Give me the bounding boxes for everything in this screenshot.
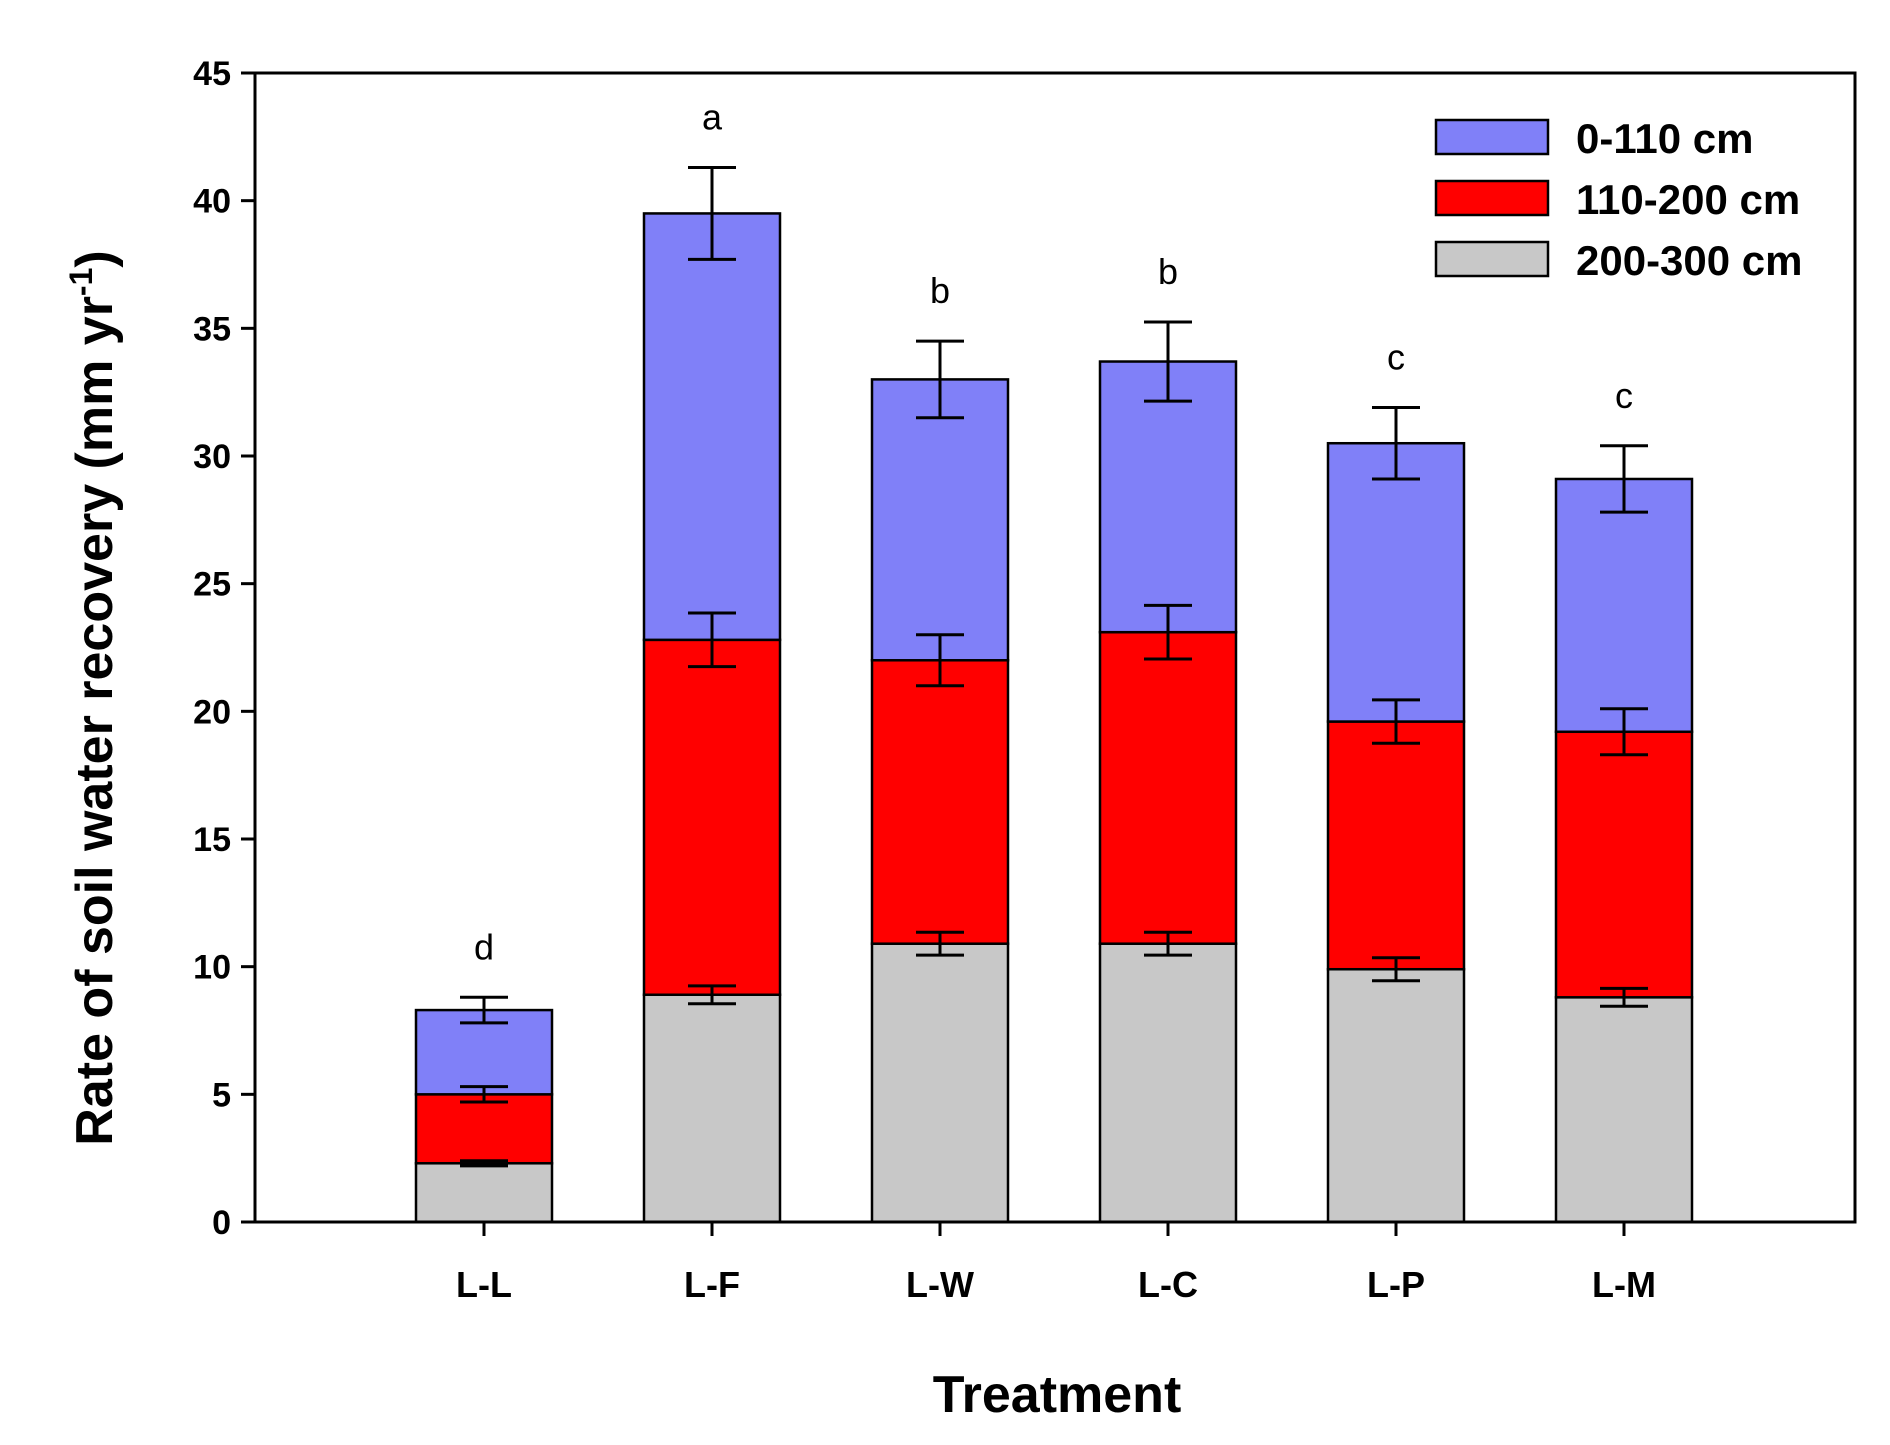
bar-l-w-110-200cm xyxy=(870,659,1010,945)
x-tick-label-l-m: L-M xyxy=(1592,1264,1656,1305)
bar-l-w-0-110cm xyxy=(870,378,1010,662)
legend-label-110-200cm: 110-200 cm xyxy=(1576,176,1800,223)
y-tick-label-0: 0 xyxy=(212,1204,231,1242)
bar-l-f-200-300cm xyxy=(642,993,782,1224)
y-axis-title-close: ) xyxy=(66,250,124,267)
y-axis-title-main: Rate of soil water recovery (mm yr xyxy=(66,296,124,1146)
y-tick-label-5: 5 xyxy=(212,1076,231,1114)
significance-letters-group: d a b b c c xyxy=(474,96,1633,967)
y-tick-label-10: 10 xyxy=(193,949,231,987)
bar-l-f-0-110cm xyxy=(642,212,782,642)
y-axis-title: Rate of soil water recovery (mm yr-1) xyxy=(63,250,124,1145)
significance-letter-l-w: b xyxy=(930,270,950,311)
legend-swatch-200-300cm xyxy=(1434,240,1550,278)
axes-group: 0 5 10 15 20 25 30 35 40 45 L-L L-F L-W L-C L-P L-M xyxy=(193,55,1857,1305)
plot-frame xyxy=(253,71,1857,1224)
bar-l-c-200-300cm xyxy=(1098,942,1238,1224)
y-tick-label-15: 15 xyxy=(193,821,231,859)
x-tick-label-l-c: L-C xyxy=(1138,1264,1198,1305)
x-tick-label-l-w: L-W xyxy=(906,1264,974,1305)
significance-letter-l-f: a xyxy=(702,96,723,137)
bar-l-c-110-200cm xyxy=(1098,630,1238,945)
x-tick-label-l-l: L-L xyxy=(456,1264,512,1305)
bar-l-l-200-300cm xyxy=(414,1162,554,1224)
bar-l-p-0-110cm xyxy=(1326,441,1466,723)
y-tick-label-45: 45 xyxy=(193,55,231,93)
bar-l-m-0-110cm xyxy=(1554,477,1694,734)
bar-l-m-200-300cm xyxy=(1554,996,1694,1224)
bar-l-c-0-110cm xyxy=(1098,360,1238,634)
significance-letter-l-p: c xyxy=(1387,336,1405,377)
legend-swatch-110-200cm xyxy=(1434,179,1550,217)
bar-l-w-200-300cm xyxy=(870,942,1010,1224)
legend: 0-110 cm 110-200 cm 200-300 cm xyxy=(1434,115,1803,284)
x-tick-label-l-f: L-F xyxy=(684,1264,740,1305)
bars-group xyxy=(414,212,1694,1224)
bar-l-m-110-200cm xyxy=(1554,730,1694,999)
significance-letter-l-c: b xyxy=(1158,251,1178,292)
legend-swatch-0-110cm xyxy=(1434,118,1550,156)
y-tick-label-25: 25 xyxy=(193,566,231,604)
y-tick-label-20: 20 xyxy=(193,693,231,731)
significance-letter-l-m: c xyxy=(1615,375,1633,416)
significance-letter-l-l: d xyxy=(474,926,494,967)
error-bars-group xyxy=(460,165,1648,1168)
y-tick-label-40: 40 xyxy=(193,183,231,221)
bar-l-p-110-200cm xyxy=(1326,720,1466,971)
bar-l-f-110-200cm xyxy=(642,638,782,997)
bar-l-l-110-200cm xyxy=(414,1093,554,1165)
x-axis-title: Treatment xyxy=(933,1366,1182,1424)
y-axis-title-superscript: -1 xyxy=(63,268,99,296)
legend-label-200-300cm: 200-300 cm xyxy=(1576,237,1803,284)
y-tick-label-30: 30 xyxy=(193,438,231,476)
x-tick-label-l-p: L-P xyxy=(1367,1264,1425,1305)
bar-l-p-200-300cm xyxy=(1326,967,1466,1224)
legend-label-0-110cm: 0-110 cm xyxy=(1576,115,1753,162)
y-tick-label-35: 35 xyxy=(193,310,231,348)
